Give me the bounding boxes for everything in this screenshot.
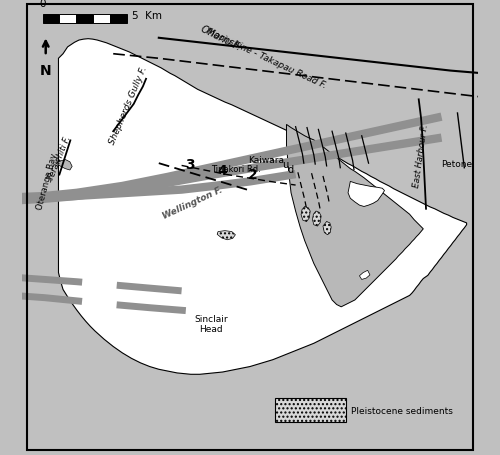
Polygon shape [348, 182, 385, 207]
Polygon shape [312, 212, 321, 227]
Bar [42, 15, 59, 24]
Text: East Harbour F.: East Harbour F. [412, 123, 430, 188]
Bar [76, 15, 93, 24]
Polygon shape [286, 125, 424, 307]
Text: Moonshine - Takapau Road F.: Moonshine - Takapau Road F. [204, 26, 328, 90]
Text: d: d [288, 165, 294, 175]
Text: Tinakori Rd.: Tinakori Rd. [212, 165, 261, 174]
Polygon shape [323, 222, 331, 235]
Text: Ohariu F.: Ohariu F. [199, 24, 242, 52]
Text: N: N [40, 64, 52, 78]
Text: Kaiwara: Kaiwara [248, 156, 284, 165]
Polygon shape [58, 40, 467, 374]
Text: 2: 2 [248, 167, 257, 181]
Text: Sinclair
Head: Sinclair Head [194, 314, 228, 334]
Text: Pleistocene sediments: Pleistocene sediments [351, 406, 453, 415]
Text: Oteranga Bay: Oteranga Bay [35, 152, 59, 210]
Polygon shape [56, 160, 72, 171]
Text: Petone: Petone [442, 159, 472, 168]
Bar [60, 15, 76, 24]
Polygon shape [217, 231, 236, 240]
Bar [275, 399, 346, 422]
Text: Terawhiti F.: Terawhiti F. [46, 135, 72, 182]
Polygon shape [259, 155, 273, 165]
Text: u: u [282, 160, 288, 170]
Text: 5  Km: 5 Km [132, 11, 162, 21]
Polygon shape [360, 271, 370, 280]
Polygon shape [301, 207, 310, 222]
Text: Shepherds Gully F.: Shepherds Gully F. [107, 65, 148, 146]
Text: 3: 3 [185, 158, 194, 172]
Text: 4: 4 [218, 163, 228, 177]
Text: Wellington F.: Wellington F. [162, 185, 224, 220]
Bar [93, 15, 110, 24]
Text: 0: 0 [40, 0, 46, 9]
Bar [110, 15, 127, 24]
